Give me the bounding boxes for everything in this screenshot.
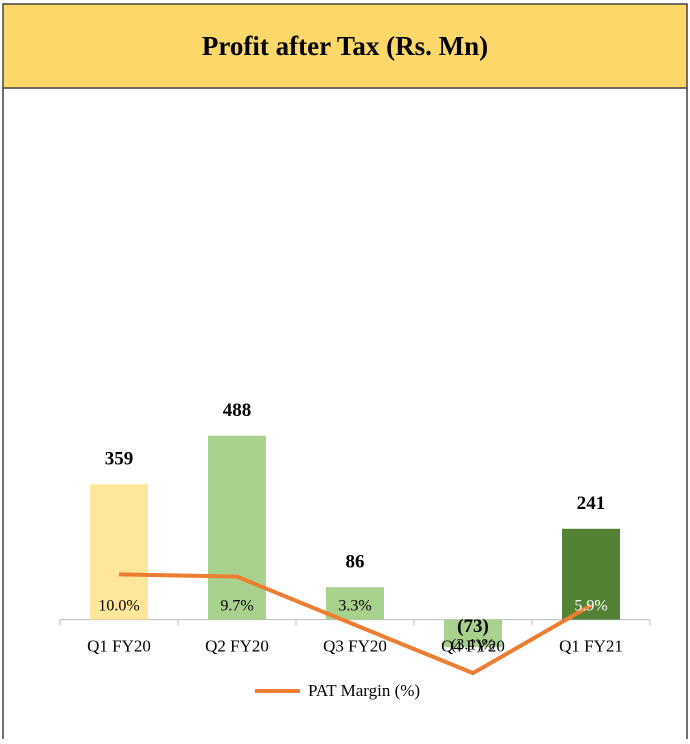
bar-value-label: 241 — [577, 493, 606, 514]
bar-value-label: 86 — [346, 552, 365, 573]
margin-line — [118, 572, 592, 676]
x-tick-label: Q1 FY21 — [559, 637, 623, 656]
bar — [326, 587, 384, 620]
x-tick-label: Q4 FY20 — [441, 637, 505, 656]
margin-label: 3.3% — [338, 597, 371, 614]
legend-label: PAT Margin (%) — [308, 681, 420, 700]
margin-label: 10.0% — [98, 597, 139, 614]
margin-label: 9.7% — [220, 597, 253, 614]
bar — [444, 619, 502, 648]
header-band — [2, 3, 688, 89]
x-tick-label: Q2 FY20 — [205, 637, 269, 656]
bar — [562, 528, 620, 620]
bar-value-label: 359 — [105, 449, 134, 470]
bar — [90, 484, 148, 620]
bar-value-label: (73) — [457, 616, 489, 637]
chart-title: Profit after Tax (Rs. Mn) — [202, 31, 488, 61]
x-tick-label: Q3 FY20 — [323, 637, 387, 656]
margin-label: (3.1)% — [451, 636, 495, 653]
x-tick-label: Q1 FY20 — [87, 637, 151, 656]
bar — [208, 435, 266, 620]
bar-value-label: 488 — [223, 400, 252, 421]
margin-label: 5.9% — [574, 597, 607, 614]
